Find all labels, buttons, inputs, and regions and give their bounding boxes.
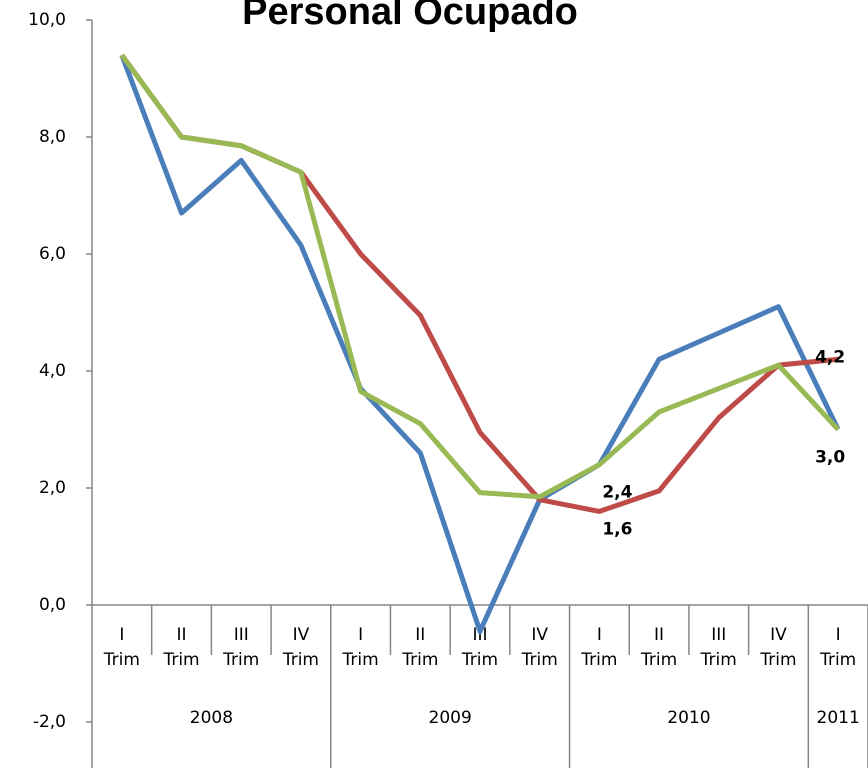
y-tick-label: -2,0 [33,712,66,732]
x-tick-label: III Trim [461,625,498,670]
series-line [119,53,840,500]
data-label: 2,4 [602,483,632,503]
x-tick-label: II Trim [401,625,438,670]
y-tick-label: 2,0 [39,478,66,498]
y-tick-label: 4,0 [39,361,66,381]
data-label: 3,0 [815,448,845,468]
y-tick-label: 6,0 [39,244,66,264]
x-tick-label: III Trim [700,625,737,670]
y-tick-label: 10,0 [28,10,66,30]
x-tick-label: IV Trim [521,625,558,670]
x-tick-label: II Trim [162,625,199,670]
data-label: 4,2 [815,347,845,367]
y-tick-label: 0,0 [39,595,66,615]
x-tick-label: III Trim [222,625,259,670]
y-tick-label: 8,0 [39,127,66,147]
x-group-label: 2010 [667,708,710,728]
x-group-label: 2011 [817,708,860,728]
chart-title: Personal Ocupado [242,0,578,33]
x-tick-label: I Trim [819,625,856,670]
x-tick-label: II Trim [640,625,677,670]
x-tick-label: I Trim [103,625,140,670]
x-tick-label: IV Trim [282,625,319,670]
data-label: 1,6 [602,519,632,539]
x-tick-label: I Trim [342,625,379,670]
x-tick-label: I Trim [580,625,617,670]
x-group-label: 2009 [429,708,472,728]
x-tick-label: IV Trim [759,625,796,670]
series-line [119,53,839,514]
series-line [119,54,841,634]
x-group-label: 2008 [190,708,233,728]
